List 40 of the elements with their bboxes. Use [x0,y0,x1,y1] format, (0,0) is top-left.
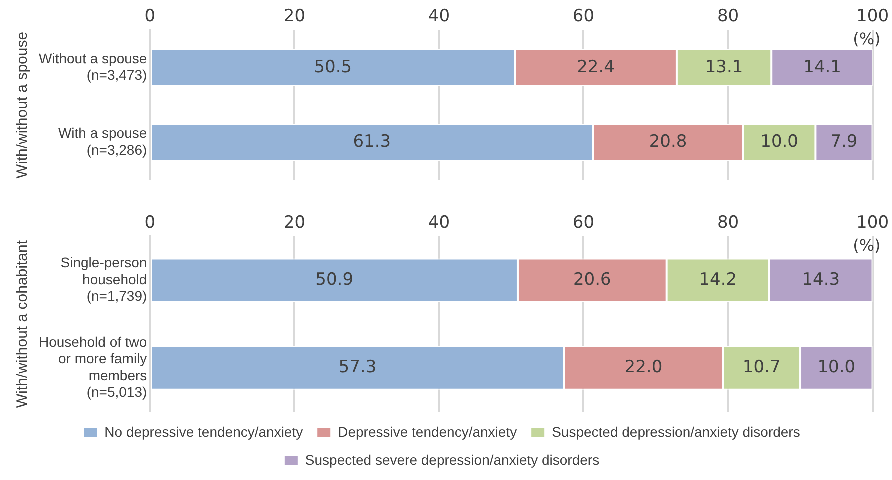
x-tick-label: 60 [572,212,595,233]
annotation: (%) [853,236,881,255]
data-label: 10.7 [742,358,781,378]
data-label: 14.2 [699,270,738,290]
data-label: 50.5 [314,57,352,78]
x-tick-label: 100 [856,212,890,233]
data-label: 13.1 [705,57,744,78]
x-tick-label: 100 [856,6,890,27]
y-tick-label: Single-person household (n=1,739) [60,254,148,304]
data-label: 61.3 [353,132,392,152]
y-axis-title: With/without a cohabitant [14,240,32,408]
x-tick-label: 20 [284,212,306,233]
y-tick-label: Without a spouse (n=3,473) [39,50,148,84]
x-tick-label: 40 [428,212,450,233]
x-tick-label: 60 [572,6,595,27]
data-label: 14.1 [804,57,842,78]
data-label: 50.9 [316,270,354,290]
y-tick-label: With a spouse (n=3,286) [58,125,148,158]
data-label: 22.0 [624,358,663,378]
data-label: 22.4 [577,57,615,78]
x-tick-label: 80 [717,212,740,233]
data-label: 10.0 [818,358,856,378]
x-tick-label: 40 [428,6,450,27]
x-tick-label: 0 [144,212,156,233]
y-axis-title: With/without a spouse [14,32,32,179]
data-label: 57.3 [338,358,377,378]
legend-label: Suspected severe depression/anxiety disorders [305,452,600,468]
legend-label: Suspected depression/anxiety disorders [552,424,800,440]
data-label: 14.3 [802,270,840,290]
data-label: 7.9 [830,132,858,152]
x-tick-label: 80 [717,6,740,27]
x-tick-label: 0 [144,6,156,27]
data-label: 20.6 [573,270,612,290]
y-tick-label: Household of two or more family members (n=5,013) [38,334,148,400]
annotation: (%) [853,30,881,49]
legend-label: Depressive tendency/anxiety [338,424,518,440]
x-tick-label: 20 [284,6,306,27]
data-label: 20.8 [649,132,688,152]
data-label: 10.0 [760,132,798,152]
legend-label: No depressive tendency/anxiety [104,424,304,440]
